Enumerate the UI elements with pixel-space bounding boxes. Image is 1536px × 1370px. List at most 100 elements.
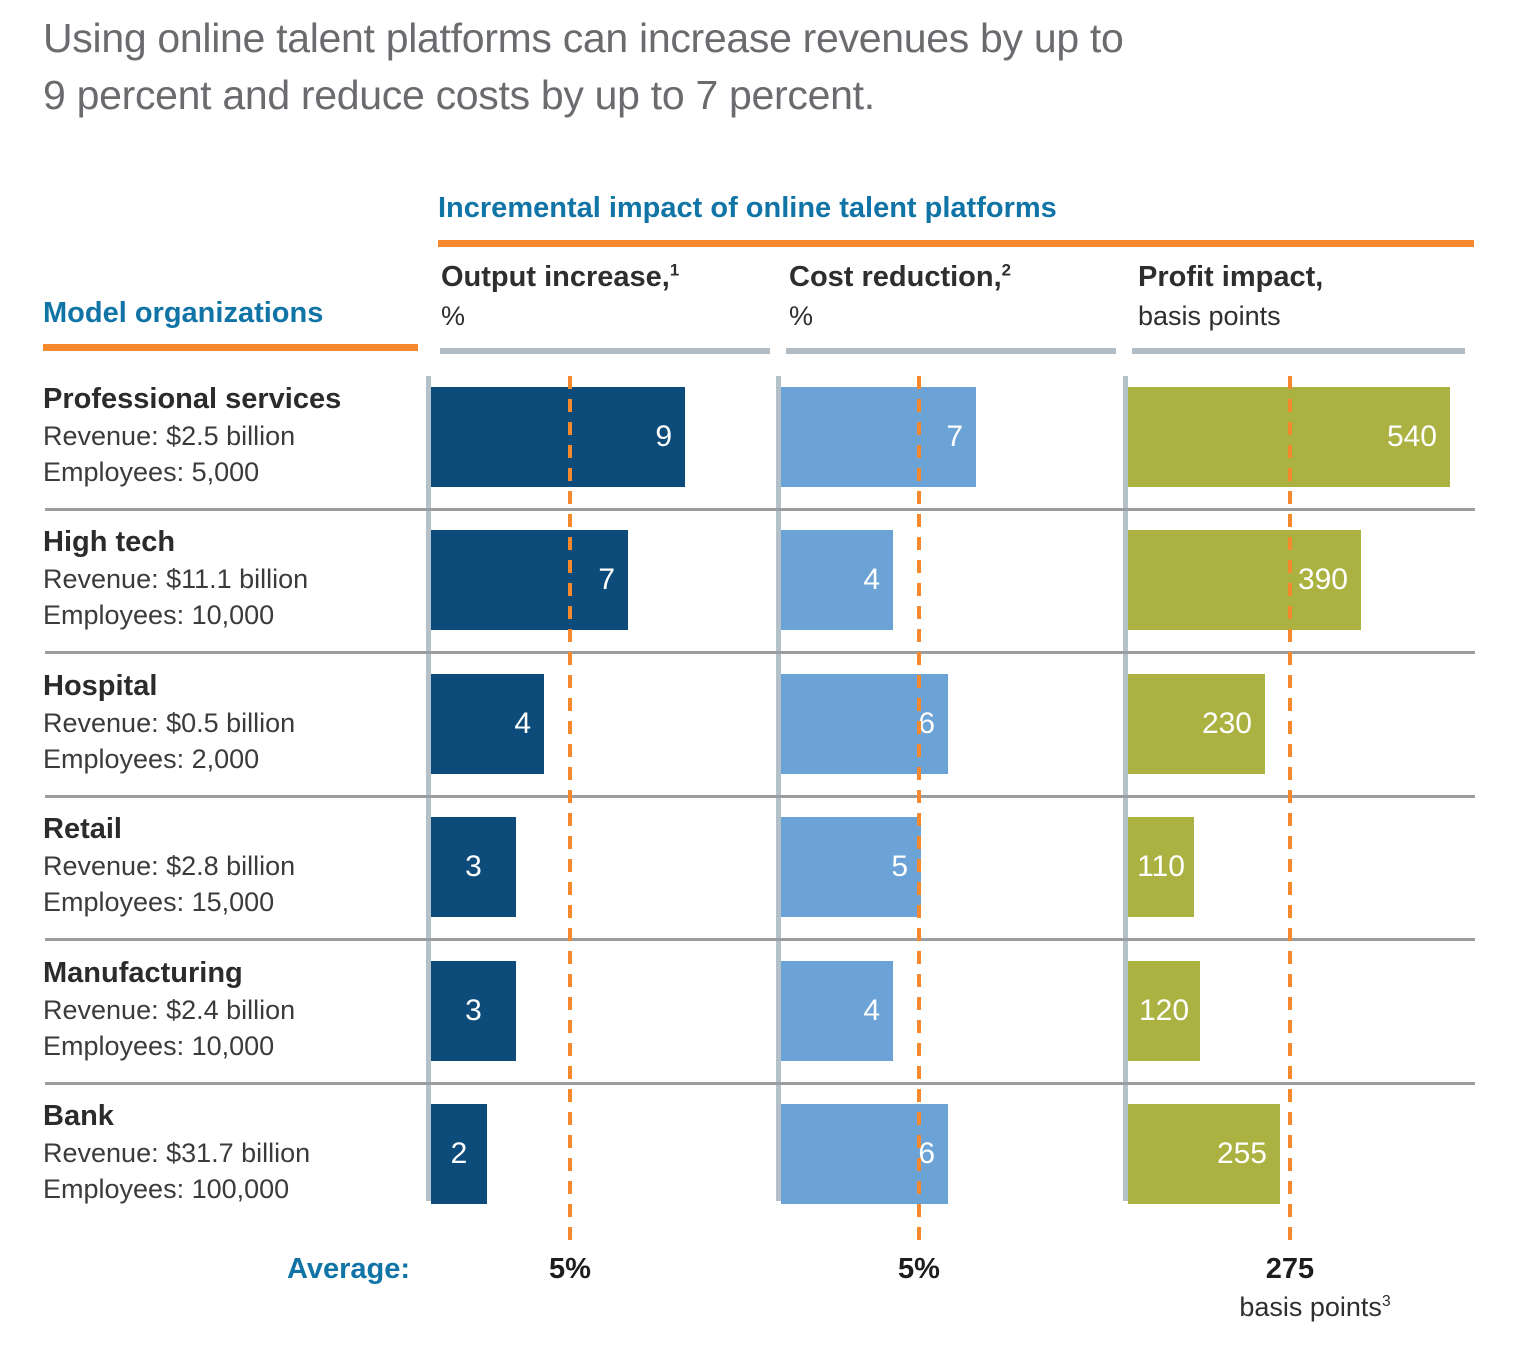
org-name: High tech	[43, 526, 176, 558]
page-title-line-1: Using online talent platforms can increa…	[43, 15, 1124, 61]
chart-row-professional-services: Professional services Revenue: $2.5 bill…	[0, 383, 1536, 487]
org-revenue: Revenue: $2.4 billion	[43, 995, 296, 1025]
bar-value: 7	[598, 563, 615, 596]
bar-profit: 230	[1128, 674, 1265, 774]
org-employees: Employees: 100,000	[43, 1174, 290, 1204]
chart-group-title: Incremental impact of online talent plat…	[438, 192, 1057, 224]
page-title-line-2: 9 percent and reduce costs by up to 7 pe…	[43, 72, 875, 118]
bar-output: 7	[431, 530, 628, 630]
row-separator	[45, 1082, 1475, 1085]
column-label: Output increase,1	[441, 260, 781, 294]
row-label: Manufacturing Revenue: $2.4 billion Empl…	[43, 955, 429, 1064]
org-name: Hospital	[43, 670, 158, 702]
bar-value: 6	[918, 707, 935, 740]
average-label: Average:	[286, 1253, 410, 1285]
row-label: High tech Revenue: $11.1 billion Employe…	[43, 524, 429, 633]
chart-row-hospital: Hospital Revenue: $0.5 billion Employees…	[0, 670, 1536, 774]
bar-value: 4	[514, 707, 531, 740]
bar-cost: 7	[781, 387, 976, 487]
axis-output	[426, 376, 431, 1201]
org-name: Professional services	[43, 383, 342, 415]
org-employees: Employees: 10,000	[43, 600, 275, 630]
column-label-text: Output increase,	[441, 261, 670, 293]
bar-value: 4	[863, 563, 880, 596]
row-label: Bank Revenue: $31.7 billion Employees: 1…	[43, 1098, 429, 1207]
org-revenue: Revenue: $2.5 billion	[43, 421, 296, 451]
org-employees: Employees: 10,000	[43, 1031, 275, 1061]
bar-output: 4	[431, 674, 544, 774]
bar-output: 2	[431, 1104, 487, 1204]
org-employees: Employees: 2,000	[43, 744, 260, 774]
column-label: Cost reduction,2	[789, 260, 1129, 294]
org-name: Retail	[43, 813, 122, 845]
bar-value: 6	[918, 1137, 935, 1170]
org-revenue: Revenue: $2.8 billion	[43, 851, 296, 881]
column-header-rule-cost	[786, 348, 1116, 354]
column-header-cost: Cost reduction,2 %	[789, 260, 1129, 333]
bar-value: 5	[891, 850, 908, 883]
bar-cost: 4	[781, 961, 893, 1061]
bar-cost: 6	[781, 674, 948, 774]
bar-profit: 110	[1128, 817, 1194, 917]
bar-cost: 4	[781, 530, 893, 630]
bar-output: 3	[431, 961, 516, 1061]
chart-row-retail: Retail Revenue: $2.8 billion Employees: …	[0, 813, 1536, 917]
bar-value: 540	[1386, 420, 1437, 453]
chart-group-underline	[438, 240, 1474, 247]
average-value-cost: 5%	[898, 1253, 940, 1285]
column-header-rule-output	[440, 348, 770, 354]
axis-cost	[776, 376, 781, 1201]
bar-output: 3	[431, 817, 516, 917]
column-unit: %	[789, 301, 814, 331]
column-unit: basis points	[1138, 301, 1281, 331]
chart-row-manufacturing: Manufacturing Revenue: $2.4 billion Empl…	[0, 957, 1536, 1061]
row-label: Retail Revenue: $2.8 billion Employees: …	[43, 811, 429, 920]
row-label: Hospital Revenue: $0.5 billion Employees…	[43, 668, 429, 777]
row-separator	[45, 651, 1475, 654]
org-revenue: Revenue: $11.1 billion	[43, 564, 309, 594]
bar-value: 7	[946, 420, 963, 453]
axis-profit	[1123, 376, 1128, 1201]
bar-output: 9	[431, 387, 685, 487]
average-line-profit	[1288, 376, 1292, 1243]
bar-value: 3	[465, 850, 482, 883]
chart-row-bank: Bank Revenue: $31.7 billion Employees: 1…	[0, 1100, 1536, 1204]
row-separator	[45, 795, 1475, 798]
bar-profit: 390	[1128, 530, 1361, 630]
bar-value: 3	[465, 994, 482, 1027]
row-separator	[45, 938, 1475, 941]
bar-value: 390	[1297, 563, 1348, 596]
org-name: Bank	[43, 1100, 114, 1132]
column-label-text: Cost reduction,	[789, 261, 1002, 293]
average-value-profit: 275	[1265, 1253, 1315, 1285]
chart-row-high-tech: High tech Revenue: $11.1 billion Employe…	[0, 526, 1536, 630]
column-header-rule-profit	[1132, 348, 1465, 354]
average-value-profit-unit: basis points3	[1165, 1292, 1465, 1323]
page-title: Using online talent platforms can increa…	[43, 10, 1124, 124]
column-label-text: Profit impact,	[1138, 261, 1324, 293]
bar-value: 9	[655, 420, 672, 453]
org-name: Manufacturing	[43, 957, 243, 989]
row-separator	[45, 508, 1475, 511]
average-line-cost	[917, 376, 921, 1243]
column-label: Profit impact,	[1138, 260, 1478, 294]
model-organizations-title: Model organizations	[43, 297, 324, 329]
bar-value: 2	[450, 1137, 468, 1170]
row-label: Professional services Revenue: $2.5 bill…	[43, 381, 429, 490]
column-header-output: Output increase,1 %	[441, 260, 781, 333]
bar-value: 120	[1138, 994, 1190, 1027]
average-unit-text: basis points	[1239, 1292, 1382, 1322]
average-value-output: 5%	[549, 1253, 591, 1285]
bar-cost: 6	[781, 1104, 948, 1204]
model-organizations-underline	[43, 344, 418, 351]
bar-value: 4	[863, 994, 880, 1027]
bar-value: 255	[1216, 1137, 1267, 1170]
bar-value: 230	[1201, 707, 1252, 740]
average-line-output	[568, 376, 572, 1243]
bar-cost: 5	[781, 817, 921, 917]
org-employees: Employees: 5,000	[43, 457, 260, 487]
footnote-marker: 2	[1001, 260, 1012, 280]
org-employees: Employees: 15,000	[43, 887, 275, 917]
bar-profit: 255	[1128, 1104, 1280, 1204]
